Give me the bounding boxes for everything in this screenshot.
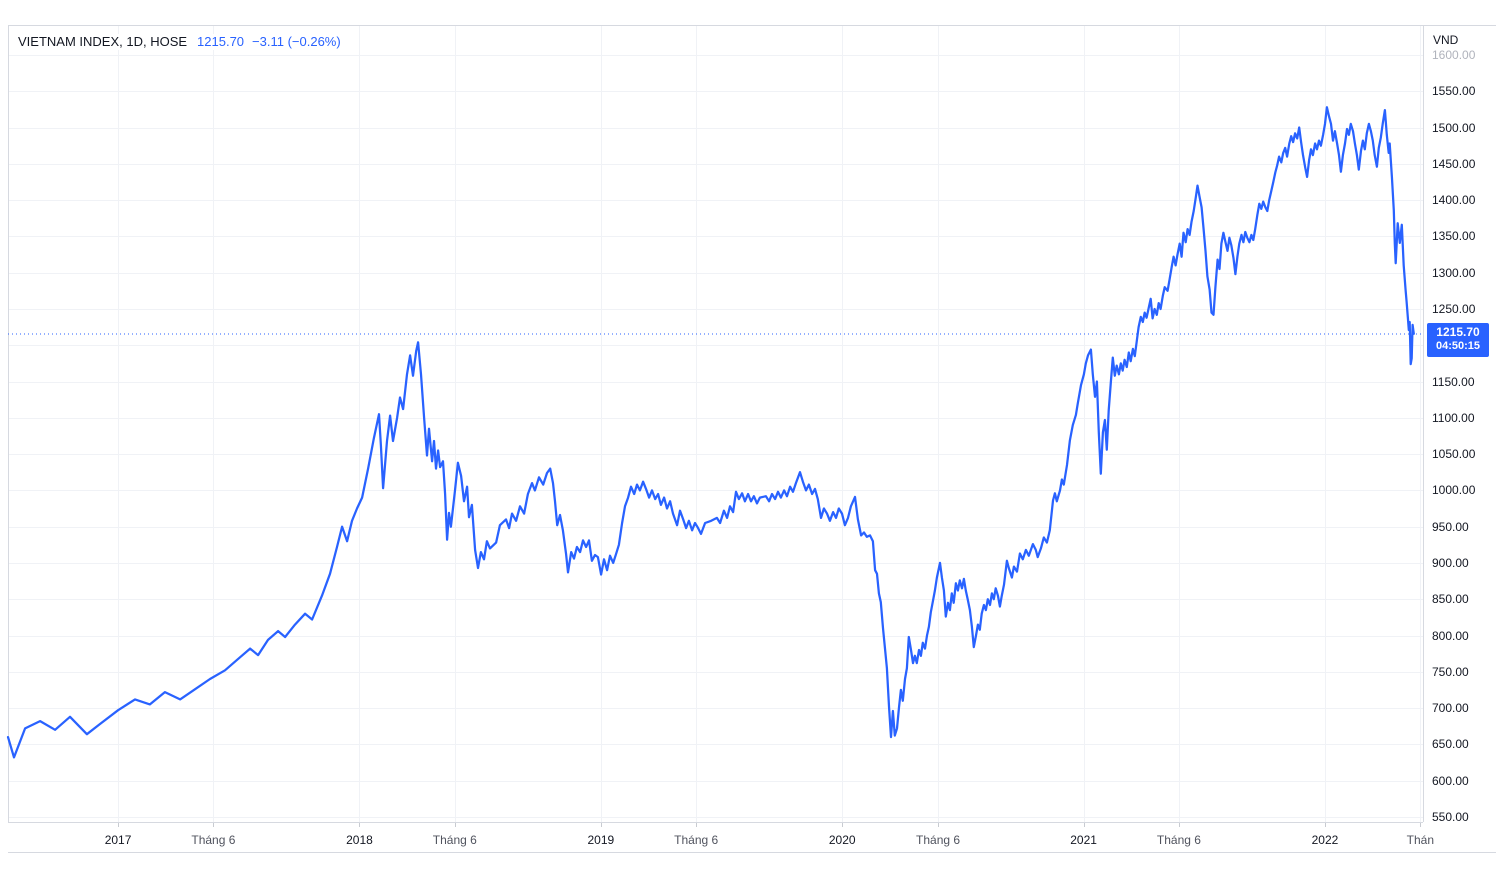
price-tick-label: 750.00 <box>1432 664 1469 679</box>
time-tick-label-year: 2020 <box>828 833 856 847</box>
price-tick-label: 1250.00 <box>1432 301 1476 316</box>
price-tick-label: 1000.00 <box>1432 483 1476 498</box>
last-price-badge: 1215.70 04:50:15 <box>1427 322 1489 357</box>
price-tick-label: 600.00 <box>1432 773 1469 788</box>
symbol-title[interactable]: VIETNAM INDEX, 1D, HOSE <box>18 34 188 49</box>
price-tick-label: 1450.00 <box>1432 156 1476 171</box>
last-price-value: 1215.70 <box>197 34 245 49</box>
time-tick-label-month: Tháng 6 <box>432 833 477 847</box>
price-tick-label: 900.00 <box>1432 555 1469 570</box>
price-tick-label: 1050.00 <box>1432 447 1476 462</box>
price-line-series[interactable] <box>6 106 1415 759</box>
price-tick-label: 1350.00 <box>1432 229 1476 244</box>
price-tick-label: 1150.00 <box>1432 374 1475 389</box>
time-tick-label-year: 2018 <box>346 833 373 847</box>
time-tick-label-month: Tháng 6 <box>1156 833 1201 847</box>
badge-countdown: 04:50:15 <box>1435 339 1481 352</box>
price-tick-label: 1100.00 <box>1432 410 1475 425</box>
price-tick-label: 700.00 <box>1432 701 1469 716</box>
price-change-value: −3.11 (−0.26%) <box>252 34 341 49</box>
symbol-legend[interactable]: VIETNAM INDEX, 1D, HOSE 1215.70 −3.11 (−0.… <box>18 34 353 50</box>
price-tick-label: 1400.00 <box>1432 193 1476 208</box>
badge-price: 1215.70 <box>1436 324 1480 339</box>
time-tick-label-month: Thán <box>1406 833 1435 847</box>
price-tick-label: 1500.00 <box>1432 120 1476 135</box>
price-tick-label: 800.00 <box>1432 628 1469 643</box>
symbol-quote: 1215.70 −3.11 (−0.26%) <box>197 34 349 49</box>
time-tick-label-month: Tháng 6 <box>191 833 236 847</box>
time-tick-label-month: Tháng 6 <box>674 833 719 847</box>
price-tick-label: 1300.00 <box>1432 265 1476 280</box>
price-tick-label: 650.00 <box>1432 737 1469 752</box>
price-tick-label: 550.00 <box>1432 809 1469 824</box>
time-tick-label-year: 2022 <box>1311 833 1339 847</box>
price-tick-label: 950.00 <box>1432 519 1469 534</box>
time-tick-label-year: 2019 <box>587 833 615 847</box>
currency-label: VND <box>1433 33 1459 47</box>
time-tick-label-month: Tháng 6 <box>916 833 961 847</box>
price-tick-label: 1600.00 <box>1432 47 1476 62</box>
time-tick-label-year: 2021 <box>1070 833 1097 847</box>
time-tick-label-year: 2017 <box>104 833 132 847</box>
price-tick-label: 850.00 <box>1432 592 1469 607</box>
price-tick-label: 1550.00 <box>1432 84 1476 99</box>
